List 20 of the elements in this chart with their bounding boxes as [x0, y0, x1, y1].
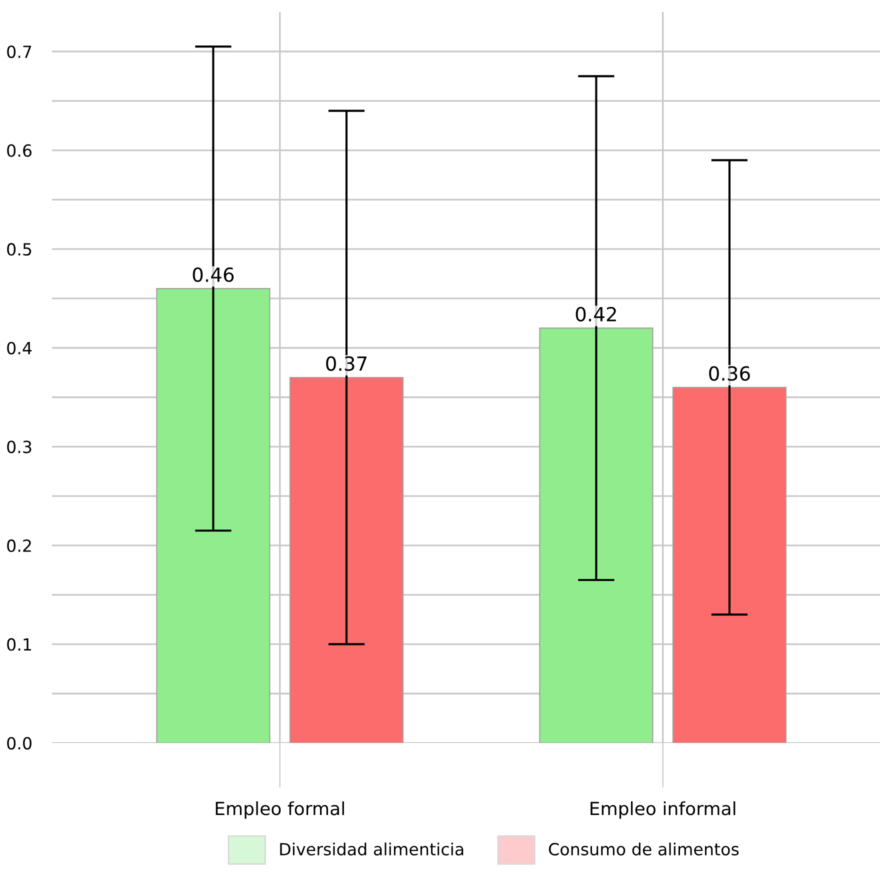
- data-label: 0.46: [192, 267, 234, 282]
- data-label: 0.42: [576, 306, 616, 322]
- bar: [289, 376, 404, 743]
- data-label: 0.36: [709, 366, 750, 381]
- x-tick-label: Empleo formal: [216, 801, 344, 819]
- y-tick-label: 0.3: [7, 440, 32, 454]
- y-tick-label: 0.0: [7, 736, 32, 750]
- y-tick-label: 0.1: [7, 638, 32, 651]
- bar: [156, 288, 270, 743]
- y-tick-label: 0.7: [7, 45, 32, 58]
- y-tick-label: 0.5: [7, 243, 32, 256]
- x-tick-label: Empleo informal: [590, 801, 736, 819]
- legend-label: Diversidad alimenticia: [280, 842, 464, 856]
- y-tick-label: 0.4: [7, 342, 32, 354]
- y-tick-label: 0.2: [7, 539, 31, 552]
- bar: [539, 328, 654, 743]
- bar: [672, 386, 787, 743]
- legend-label: Consumo de alimentos: [548, 842, 739, 856]
- data-label: 0.37: [326, 356, 366, 371]
- y-tick-label: 0.6: [7, 144, 32, 157]
